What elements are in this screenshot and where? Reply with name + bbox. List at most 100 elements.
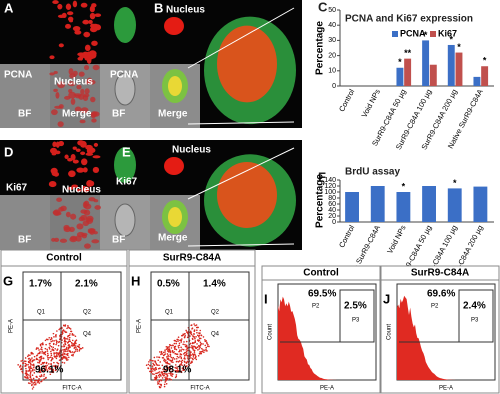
event	[49, 367, 52, 370]
nucleus-dot	[82, 220, 90, 227]
event	[48, 356, 50, 359]
event	[65, 337, 68, 340]
legend-label: PCNA	[400, 28, 426, 38]
event	[191, 346, 194, 349]
arrow	[187, 243, 295, 247]
event	[27, 382, 30, 384]
event	[158, 364, 160, 367]
event	[69, 333, 71, 335]
arrow	[187, 147, 295, 200]
gate: Q1	[37, 310, 46, 316]
chart-title: PCNA and Ki67 expression	[345, 14, 473, 25]
event	[40, 355, 43, 358]
event	[162, 351, 165, 354]
event	[39, 360, 41, 362]
panel-title: SurR9-C84A	[163, 253, 221, 264]
event	[26, 376, 29, 379]
event	[65, 346, 68, 349]
event	[200, 334, 202, 336]
event	[22, 362, 25, 364]
bar	[370, 186, 385, 222]
event	[38, 367, 41, 369]
event	[27, 358, 30, 360]
event	[38, 371, 41, 374]
event	[64, 343, 67, 346]
y-tick-label: 60	[328, 201, 336, 208]
nucleus-dot	[71, 184, 79, 188]
legend-swatch	[392, 31, 398, 37]
pct: 69.6%	[427, 289, 455, 300]
event	[67, 325, 69, 327]
nucleus-dot	[82, 167, 88, 173]
event	[45, 343, 47, 346]
label: BF	[18, 235, 31, 246]
event	[61, 339, 63, 341]
event	[170, 344, 172, 347]
event	[40, 374, 43, 376]
nucleus-dot	[84, 243, 91, 249]
significance: *	[457, 42, 461, 52]
gate: Q2	[211, 310, 220, 316]
event	[155, 376, 157, 378]
event	[75, 339, 78, 342]
event	[150, 370, 153, 373]
event	[175, 348, 178, 351]
event	[165, 345, 168, 348]
event	[67, 335, 69, 338]
legend-label: Ki67	[438, 28, 457, 38]
event	[186, 357, 189, 359]
event	[195, 335, 197, 338]
event	[180, 341, 182, 343]
event	[199, 329, 202, 332]
nucleus-dot	[88, 19, 93, 25]
event	[175, 357, 178, 360]
event	[170, 378, 173, 381]
x-axis-label: FITC-A	[190, 386, 209, 392]
histogram-fill	[397, 295, 467, 380]
event	[184, 361, 186, 363]
event	[72, 353, 74, 356]
significance: *	[450, 34, 454, 44]
event	[71, 351, 74, 353]
event	[57, 353, 60, 355]
event	[186, 347, 189, 349]
event	[164, 360, 166, 363]
event	[26, 373, 28, 376]
event	[28, 366, 30, 368]
bar	[455, 52, 463, 86]
event	[164, 381, 167, 383]
nucleus-dot	[80, 158, 88, 166]
event	[78, 344, 81, 346]
event	[193, 349, 196, 352]
nucleus-dot	[81, 51, 90, 59]
event	[40, 357, 43, 359]
event	[166, 364, 168, 367]
event	[52, 349, 55, 352]
event	[164, 353, 167, 355]
event	[168, 348, 171, 350]
event	[176, 371, 178, 373]
event	[53, 361, 55, 364]
event	[185, 329, 187, 332]
event	[165, 361, 167, 364]
x-axis-label: PE-A	[439, 386, 453, 392]
event	[187, 360, 189, 363]
legend-swatch	[430, 31, 436, 37]
event	[36, 358, 39, 361]
event	[68, 334, 71, 337]
event	[155, 366, 157, 369]
event	[180, 371, 183, 374]
event	[152, 368, 155, 370]
event	[69, 328, 72, 330]
event	[39, 375, 41, 377]
event	[180, 334, 183, 337]
event	[202, 343, 204, 345]
event	[149, 370, 151, 373]
big-nucleus	[217, 25, 277, 103]
label: Ki67	[6, 183, 28, 194]
event	[53, 336, 55, 338]
event	[165, 373, 167, 375]
event	[56, 367, 59, 369]
event	[31, 374, 34, 377]
significance: *	[483, 56, 487, 66]
